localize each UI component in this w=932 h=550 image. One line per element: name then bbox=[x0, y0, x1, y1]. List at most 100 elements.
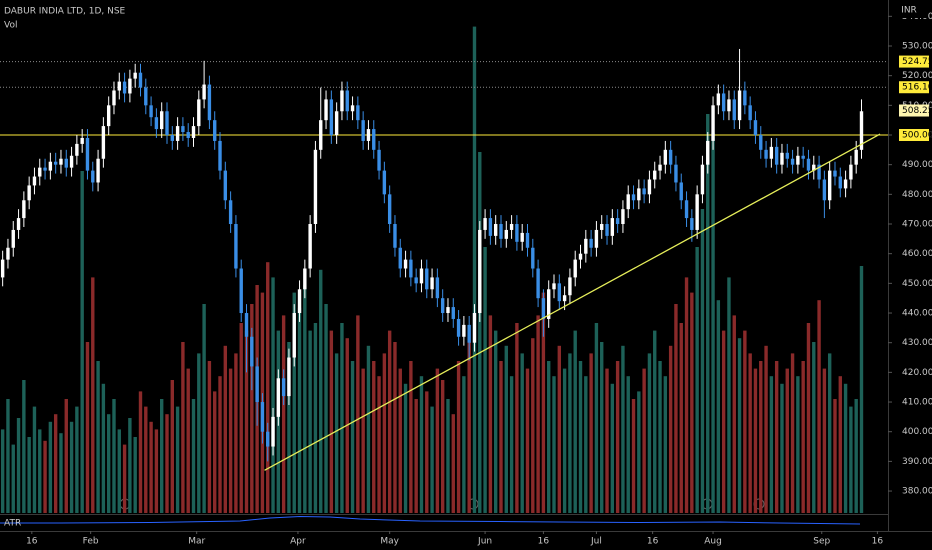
volume-bar bbox=[292, 292, 296, 513]
candle-body bbox=[59, 158, 63, 165]
x-tick-label: Jun bbox=[477, 537, 492, 547]
candle-body bbox=[594, 229, 599, 248]
candle-body bbox=[684, 200, 689, 219]
candle-body bbox=[255, 366, 259, 403]
candle-body bbox=[218, 140, 222, 171]
candle-body bbox=[287, 357, 291, 397]
volume-bar bbox=[361, 368, 365, 513]
candle-body bbox=[849, 164, 853, 180]
candle-body bbox=[578, 253, 583, 260]
candle-body bbox=[48, 161, 53, 171]
candle-body bbox=[175, 126, 180, 141]
candle-body bbox=[138, 72, 143, 88]
candle-body bbox=[716, 93, 721, 106]
candle-body bbox=[6, 247, 10, 260]
level-label-bg bbox=[899, 129, 929, 141]
candle-body bbox=[244, 313, 249, 337]
volume-bar bbox=[504, 345, 508, 513]
volume-bar bbox=[202, 304, 206, 513]
candle-body bbox=[266, 431, 270, 447]
level-label: 524.75 bbox=[902, 57, 932, 67]
candle-body bbox=[382, 170, 387, 195]
volume-bar bbox=[144, 406, 148, 513]
volume-bar bbox=[393, 342, 397, 513]
volume-bar bbox=[366, 345, 371, 513]
volume-bar bbox=[234, 353, 238, 513]
candle-body bbox=[313, 149, 318, 225]
volume-bar bbox=[769, 376, 774, 513]
volume-bar bbox=[525, 368, 530, 513]
candle-body bbox=[260, 402, 265, 432]
volume-bar bbox=[679, 323, 683, 513]
volume-bar bbox=[22, 380, 26, 513]
volume-bar bbox=[149, 421, 153, 513]
candle-body bbox=[456, 318, 461, 337]
volume-bar bbox=[610, 383, 615, 513]
volume-bar bbox=[562, 368, 567, 513]
candle-body bbox=[393, 224, 397, 248]
volume-bar bbox=[663, 376, 668, 513]
volume-bar bbox=[382, 353, 387, 513]
volume-bar bbox=[557, 345, 562, 513]
x-tick-label: Mar bbox=[188, 537, 205, 547]
candle-body bbox=[128, 78, 132, 94]
volume-bar bbox=[11, 444, 15, 513]
x-tick-label: 16 bbox=[647, 537, 659, 547]
candle-body bbox=[319, 120, 323, 150]
volume-bar bbox=[647, 353, 652, 513]
candle-body bbox=[308, 224, 312, 269]
x-tick-label: Jul bbox=[590, 537, 602, 547]
volume-bar bbox=[96, 361, 100, 513]
volume-bar bbox=[806, 323, 811, 513]
candle-body bbox=[154, 117, 159, 130]
candle-body bbox=[292, 313, 296, 358]
volume-bar bbox=[175, 406, 180, 513]
volume-bar bbox=[80, 171, 84, 513]
candle-body bbox=[398, 247, 402, 269]
candle-body bbox=[780, 152, 784, 165]
volume-bar bbox=[334, 353, 339, 513]
candle-body bbox=[631, 194, 636, 201]
candle-body bbox=[403, 259, 408, 269]
candle-body bbox=[38, 167, 42, 177]
candle-body bbox=[589, 238, 593, 248]
volume-bar bbox=[695, 247, 699, 513]
volume-bar bbox=[456, 361, 461, 513]
volume-bar bbox=[101, 383, 106, 513]
volume-bar bbox=[297, 307, 302, 513]
candle-body bbox=[435, 277, 440, 299]
candle-body bbox=[748, 105, 752, 121]
candle-body bbox=[356, 105, 360, 121]
candle-body bbox=[732, 99, 736, 121]
candle-body bbox=[149, 105, 153, 118]
volume-bar bbox=[780, 383, 784, 513]
y-tick-label: 380.00 bbox=[902, 487, 932, 497]
volume-bar bbox=[106, 414, 111, 513]
candle-body bbox=[711, 105, 715, 141]
candle-body bbox=[144, 87, 148, 106]
candle-body bbox=[525, 232, 530, 248]
candle-body bbox=[690, 218, 694, 230]
candle-body bbox=[743, 90, 747, 106]
candle-body bbox=[541, 298, 546, 319]
y-tick-label: 400.00 bbox=[902, 427, 932, 437]
volume-bar bbox=[472, 26, 477, 513]
candle-body bbox=[774, 146, 779, 165]
volume-bar bbox=[621, 345, 625, 513]
volume-bar bbox=[85, 342, 90, 513]
candle-body bbox=[520, 232, 524, 242]
candle-body bbox=[122, 81, 127, 94]
volume-bar bbox=[223, 345, 228, 513]
candle-body bbox=[11, 229, 15, 248]
candle-body bbox=[112, 90, 116, 106]
y-tick-label: 460.00 bbox=[902, 249, 932, 259]
level-label: 500.00 bbox=[902, 131, 932, 141]
volume-bar bbox=[228, 368, 233, 513]
candle-body bbox=[483, 218, 487, 230]
y-tick-label: 490.00 bbox=[902, 160, 932, 170]
candle-body bbox=[16, 218, 21, 230]
candle-body bbox=[223, 170, 228, 201]
volume-bar bbox=[53, 414, 58, 513]
volume-bar bbox=[684, 277, 689, 513]
